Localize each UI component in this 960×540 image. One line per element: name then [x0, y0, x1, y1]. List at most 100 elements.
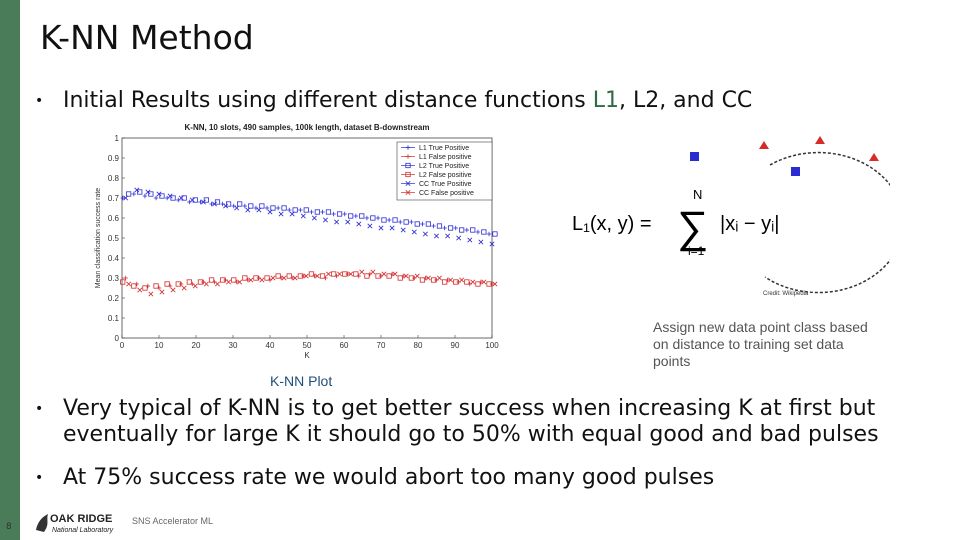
- data-point-x: [178, 195, 184, 201]
- data-point-square: [475, 281, 481, 287]
- data-point-x: [123, 195, 129, 201]
- data-point-x: [470, 279, 476, 285]
- data-point-plus: [320, 209, 325, 215]
- data-point-square: [253, 275, 259, 281]
- bullet-dot: •: [35, 470, 44, 486]
- data-point-x: [367, 223, 373, 229]
- data-point-plus: [386, 217, 392, 223]
- y-tick-label: 0.9: [108, 154, 120, 163]
- data-point-plus: [342, 211, 347, 217]
- y-tick-label: 0.2: [108, 294, 120, 303]
- data-point-x: [292, 275, 298, 281]
- data-point-x: [126, 281, 132, 287]
- data-point-x: [223, 203, 229, 209]
- data-point-x: [422, 231, 428, 237]
- data-point-square: [275, 273, 281, 279]
- data-point-square: [214, 199, 221, 205]
- explanation-note: Assign new data point class based on dis…: [653, 319, 868, 369]
- data-point-plus: [301, 273, 306, 279]
- y-tick-label: 0.6: [108, 214, 120, 223]
- data-point-x: [481, 279, 487, 285]
- bullet-abort: • At 75% success rate we would abort too…: [35, 465, 714, 491]
- data-point-plus: [364, 215, 370, 221]
- data-point-plus: [456, 279, 461, 285]
- logo-bottom-text: National Laboratory: [52, 527, 114, 534]
- data-point-x: [311, 215, 317, 221]
- data-point-x: [325, 271, 331, 277]
- x-tick-label: 80: [414, 341, 423, 350]
- y-tick-label: 0.4: [108, 254, 120, 263]
- data-point-x: [200, 199, 206, 205]
- data-point-x: [323, 217, 328, 223]
- data-point-x: [356, 221, 362, 227]
- data-point-plus: [434, 277, 439, 283]
- data-point-square: [181, 195, 187, 201]
- bullet-dot: •: [35, 401, 44, 417]
- data-point-square: [153, 283, 159, 289]
- data-point-x: [181, 285, 187, 291]
- data-point-plus: [164, 195, 170, 201]
- bullet1-l1: L1: [592, 88, 619, 113]
- data-point-square: [120, 279, 126, 285]
- data-point-x: [359, 269, 365, 275]
- data-point-square: [336, 211, 343, 217]
- data-point-x: [445, 233, 451, 239]
- data-point-square: [375, 273, 381, 279]
- data-point-x: [214, 281, 220, 287]
- data-point-x: [405, 181, 411, 186]
- oak-leaf-icon: [36, 514, 48, 532]
- data-point-plus: [220, 201, 225, 207]
- data-point-x: [267, 209, 273, 215]
- data-point-x: [300, 213, 306, 219]
- data-point-plus: [412, 275, 417, 281]
- data-point-square: [314, 209, 320, 215]
- data-point-plus: [242, 203, 248, 209]
- data-point-plus: [486, 231, 492, 237]
- red-triangle-point: [869, 153, 879, 161]
- data-point-plus: [378, 273, 384, 279]
- blue-square-point: [690, 152, 699, 161]
- data-point-x: [189, 197, 195, 203]
- data-point-plus: [209, 201, 214, 207]
- data-point-plus: [375, 215, 381, 221]
- data-point-plus: [442, 225, 447, 231]
- data-point-x: [256, 207, 262, 213]
- data-point-plus: [201, 279, 206, 285]
- data-point-x: [400, 227, 406, 233]
- data-point-x: [337, 271, 343, 277]
- data-point-x: [459, 277, 465, 283]
- data-point-plus: [231, 203, 236, 209]
- data-point-plus: [120, 195, 125, 201]
- data-point-square: [264, 275, 270, 281]
- data-point-square: [259, 203, 265, 209]
- data-point-x: [436, 275, 442, 281]
- data-point-plus: [345, 271, 350, 277]
- data-point-x: [234, 205, 240, 211]
- formula-left: L₁(x, y) =: [572, 213, 652, 235]
- data-point-x: [489, 241, 495, 247]
- data-point-square: [131, 283, 137, 289]
- data-point-plus: [489, 281, 495, 287]
- data-point-square: [270, 205, 276, 211]
- y-tick-label: 0.3: [108, 274, 120, 283]
- data-point-x: [403, 273, 409, 279]
- data-point-x: [259, 277, 265, 283]
- data-point-square: [281, 205, 287, 211]
- data-point-square: [331, 271, 337, 277]
- x-tick-label: 0: [120, 341, 125, 350]
- legend-label: L1 True Positive: [419, 145, 469, 152]
- data-point-x: [434, 233, 439, 239]
- data-point-square: [386, 273, 392, 279]
- data-point-plus: [123, 275, 128, 281]
- red-triangle-point: [815, 136, 825, 144]
- data-point-square: [286, 273, 292, 279]
- oak-ridge-logo: OAK RIDGE National Laboratory: [36, 513, 114, 534]
- data-point-square: [242, 275, 248, 281]
- x-tick-label: 30: [229, 341, 238, 350]
- legend-label: L2 False positive: [419, 172, 472, 179]
- data-point-square: [470, 227, 476, 233]
- data-point-square: [447, 225, 454, 231]
- formula-sum-top: N: [693, 187, 702, 202]
- x-tick-label: 10: [155, 341, 164, 350]
- y-tick-label: 0.1: [108, 314, 120, 323]
